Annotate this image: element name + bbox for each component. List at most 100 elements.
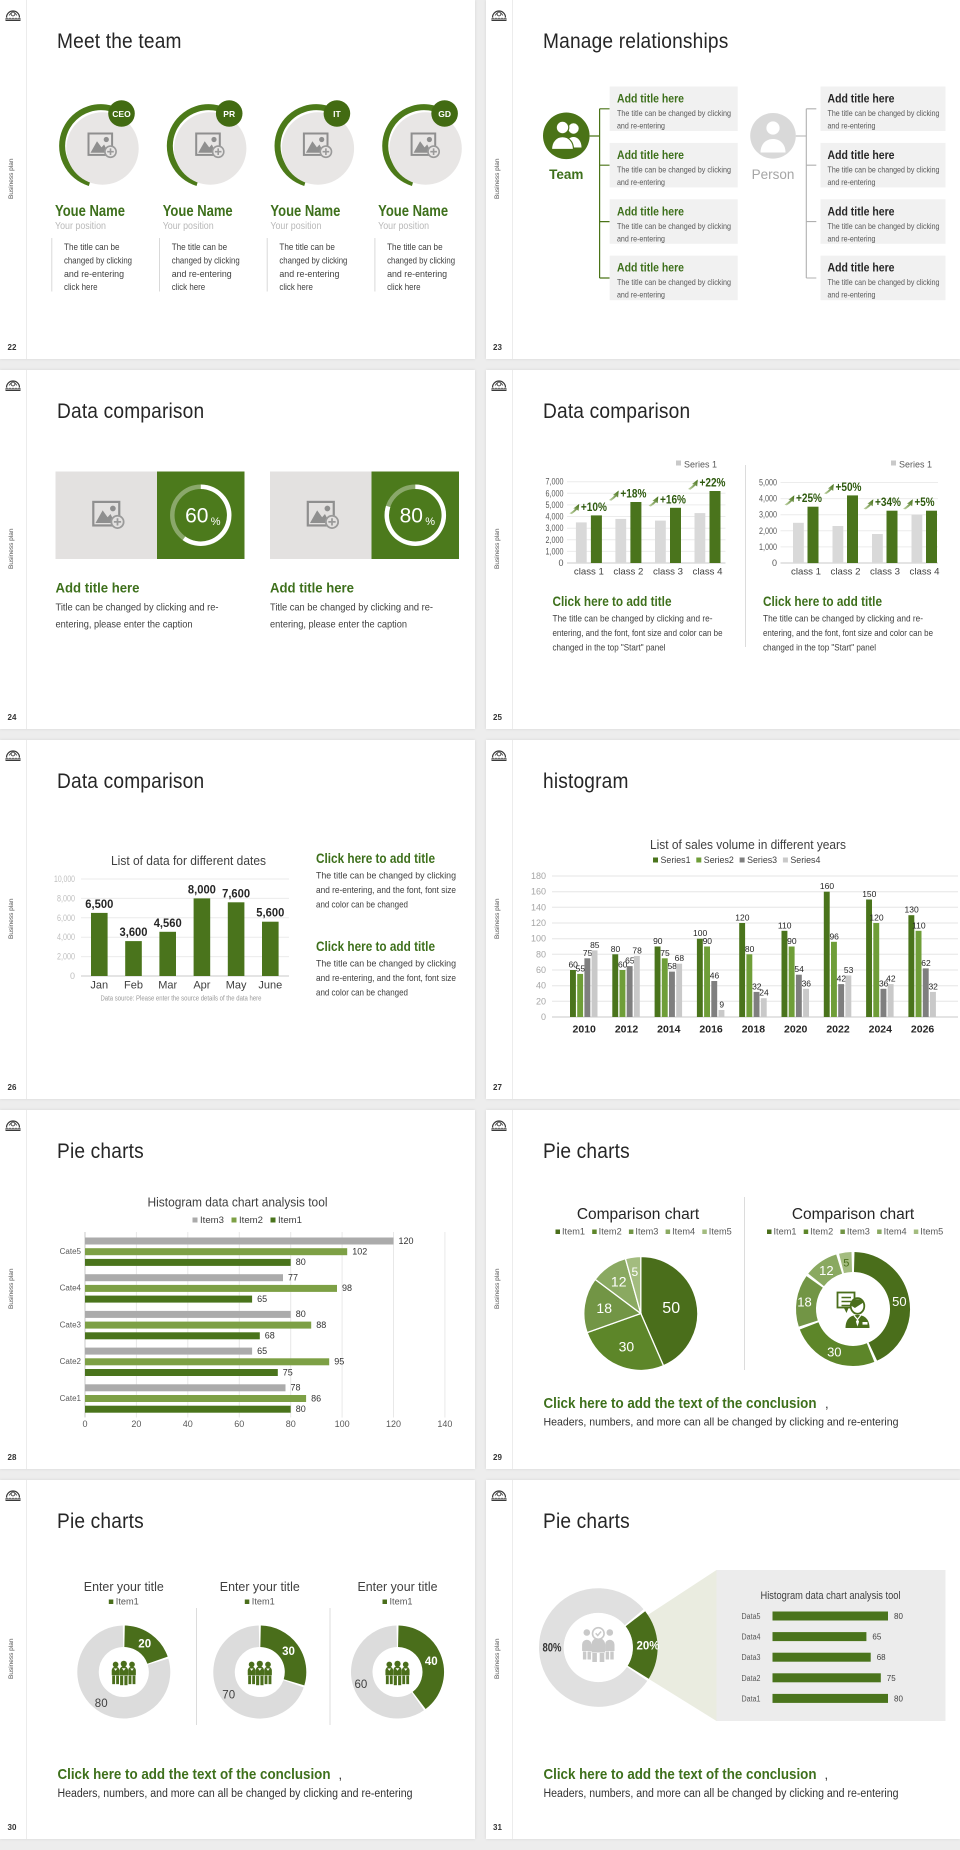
svg-text:68: 68 xyxy=(265,1331,275,1341)
svg-text:80: 80 xyxy=(95,1698,108,1710)
svg-text:5,000: 5,000 xyxy=(545,500,563,510)
svg-text:75: 75 xyxy=(660,948,670,958)
svg-text:The title can be changed by cl: The title can be changed by clicking xyxy=(827,277,939,287)
svg-text:and re-entering: and re-entering xyxy=(64,269,124,280)
svg-text:90: 90 xyxy=(787,936,797,946)
svg-text:42: 42 xyxy=(886,974,896,984)
svg-text:and re-entering: and re-entering xyxy=(617,233,665,243)
svg-text:5: 5 xyxy=(631,1265,638,1279)
svg-text:The title can be changed by cl: The title can be changed by clicking xyxy=(316,871,456,882)
svg-text:2022: 2022 xyxy=(826,1024,850,1036)
svg-text:The title can be changed by cl: The title can be changed by clicking xyxy=(617,221,731,231)
svg-text:+22%: +22% xyxy=(699,476,725,490)
svg-text:%: % xyxy=(211,516,221,528)
svg-text:and re-entering: and re-entering xyxy=(172,269,232,280)
svg-text:PR: PR xyxy=(223,109,235,119)
svg-text:36: 36 xyxy=(801,978,811,988)
svg-text:80: 80 xyxy=(894,1612,903,1621)
svg-text:Series4: Series4 xyxy=(790,855,820,865)
svg-text:50: 50 xyxy=(892,1294,906,1309)
svg-text:Youe Name: Youe Name xyxy=(378,203,448,220)
svg-text:40: 40 xyxy=(425,1656,438,1668)
svg-text:150: 150 xyxy=(862,889,876,899)
svg-text:click here: click here xyxy=(387,282,421,293)
svg-text:54: 54 xyxy=(794,964,804,974)
svg-text:60: 60 xyxy=(535,965,545,975)
svg-text:2,000: 2,000 xyxy=(759,526,777,536)
svg-text:and re-entering: and re-entering xyxy=(827,233,875,243)
svg-text:46: 46 xyxy=(709,971,719,981)
svg-text:The title can be changed by cl: The title can be changed by clicking xyxy=(827,164,939,174)
svg-text:The title can be changed by cl: The title can be changed by clicking xyxy=(617,277,731,287)
svg-text:and re-entering: and re-entering xyxy=(617,121,665,131)
svg-text:and re-entering: and re-entering xyxy=(279,269,339,280)
svg-text:and re-entering: and re-entering xyxy=(827,177,875,187)
svg-text:Enter your title: Enter your title xyxy=(220,1579,300,1594)
svg-text:IT: IT xyxy=(333,109,341,119)
svg-text:class 2: class 2 xyxy=(613,567,643,578)
svg-text:5,600: 5,600 xyxy=(256,908,284,920)
svg-text:80: 80 xyxy=(744,944,754,954)
svg-text:62: 62 xyxy=(921,958,931,968)
svg-text:Histogram data chart analysis: Histogram data chart analysis tool xyxy=(760,1590,900,1602)
svg-text:1,000: 1,000 xyxy=(759,542,777,552)
svg-text:The title can be changed by cl: The title can be changed by clicking xyxy=(316,959,456,970)
svg-text:Series1: Series1 xyxy=(660,855,690,865)
svg-text:100: 100 xyxy=(335,1419,350,1429)
svg-text:20: 20 xyxy=(131,1419,141,1429)
svg-text:65: 65 xyxy=(872,1633,881,1642)
svg-text:53: 53 xyxy=(843,965,853,975)
svg-text:Item4: Item4 xyxy=(883,1227,906,1237)
svg-text:Youe Name: Youe Name xyxy=(55,203,125,220)
svg-text:Item1: Item1 xyxy=(278,1215,302,1225)
svg-text:click here: click here xyxy=(64,282,98,293)
svg-text:12: 12 xyxy=(819,1263,833,1278)
svg-text:Headers, numbers, and more can: Headers, numbers, and more can all be ch… xyxy=(543,1417,898,1429)
svg-text:130: 130 xyxy=(904,905,918,915)
svg-text:50: 50 xyxy=(662,1300,680,1317)
svg-text:2012: 2012 xyxy=(614,1024,638,1036)
svg-text:entering, and the font, font s: entering, and the font, font size and co… xyxy=(763,628,933,639)
svg-text:changed by clicking: changed by clicking xyxy=(279,255,347,266)
svg-text:0: 0 xyxy=(540,1012,545,1022)
svg-text:+10%: +10% xyxy=(580,500,606,514)
svg-text:Cate2: Cate2 xyxy=(60,1357,82,1366)
svg-text:180: 180 xyxy=(530,871,545,881)
svg-text:120: 120 xyxy=(530,918,545,928)
svg-text:110: 110 xyxy=(777,920,791,930)
svg-text:40: 40 xyxy=(535,981,545,991)
svg-text:+25%: +25% xyxy=(796,491,822,505)
svg-text:20: 20 xyxy=(138,1638,151,1650)
svg-text:75: 75 xyxy=(886,1674,895,1683)
svg-text:60: 60 xyxy=(355,1679,368,1691)
svg-text:75: 75 xyxy=(582,948,592,958)
svg-text:78: 78 xyxy=(291,1383,301,1393)
svg-text:4,000: 4,000 xyxy=(545,512,563,522)
svg-text:10,000: 10,000 xyxy=(54,874,75,884)
svg-text:Series3: Series3 xyxy=(747,855,777,865)
svg-text:changed by clicking: changed by clicking xyxy=(387,255,455,266)
svg-text:Item4: Item4 xyxy=(672,1227,695,1237)
svg-text:140: 140 xyxy=(530,902,545,912)
svg-text:The title can be changed by cl: The title can be changed by clicking xyxy=(827,221,939,231)
svg-text:,: , xyxy=(824,1767,828,1782)
svg-text:May: May xyxy=(226,980,247,992)
svg-text:The title can be changed by cl: The title can be changed by clicking xyxy=(827,108,939,118)
svg-text:160: 160 xyxy=(819,881,833,891)
svg-text:Data3: Data3 xyxy=(741,1653,760,1662)
svg-text:Item2: Item2 xyxy=(239,1215,263,1225)
svg-text:Headers, numbers, and more can: Headers, numbers, and more can all be ch… xyxy=(543,1788,898,1800)
svg-text:Team: Team xyxy=(549,167,583,182)
svg-text:96: 96 xyxy=(829,931,839,941)
svg-text:,: , xyxy=(825,1396,829,1411)
svg-text:65: 65 xyxy=(625,956,635,966)
svg-text:class 2: class 2 xyxy=(830,567,860,578)
svg-text:80: 80 xyxy=(894,1694,903,1703)
svg-text:Data4: Data4 xyxy=(741,1633,760,1642)
svg-text:60: 60 xyxy=(568,960,578,970)
svg-text:%: % xyxy=(425,516,435,528)
svg-text:4,000: 4,000 xyxy=(57,932,75,942)
svg-text:Add title here: Add title here xyxy=(617,263,684,275)
svg-text:and re-entering: and re-entering xyxy=(827,290,875,300)
svg-text:80: 80 xyxy=(296,1257,306,1267)
